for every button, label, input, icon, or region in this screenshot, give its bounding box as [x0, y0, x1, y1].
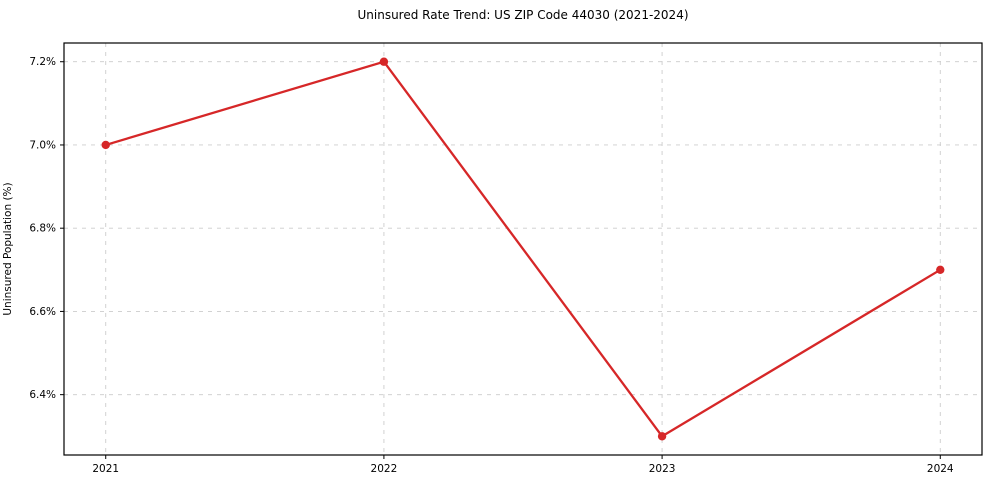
- x-tick-label: 2021: [92, 463, 119, 475]
- y-tick-label: 7.0%: [29, 139, 56, 151]
- x-tick-label: 2023: [649, 463, 676, 475]
- trend-line: [104, 60, 942, 438]
- y-tick-label: 7.2%: [29, 56, 56, 68]
- data-point: [936, 265, 945, 275]
- y-tick-label: 6.4%: [29, 389, 56, 401]
- y-tick-label: 6.6%: [29, 306, 56, 318]
- y-tick-label: 6.8%: [29, 223, 56, 235]
- chart-title: Uninsured Rate Trend: US ZIP Code 44030 …: [357, 8, 689, 22]
- x-tick-label: 2022: [371, 463, 398, 475]
- x-tick-label: 2024: [927, 463, 954, 475]
- data-point: [101, 140, 110, 150]
- data-point: [657, 432, 667, 441]
- plot-spines: [63, 42, 983, 456]
- data-point: [379, 57, 389, 66]
